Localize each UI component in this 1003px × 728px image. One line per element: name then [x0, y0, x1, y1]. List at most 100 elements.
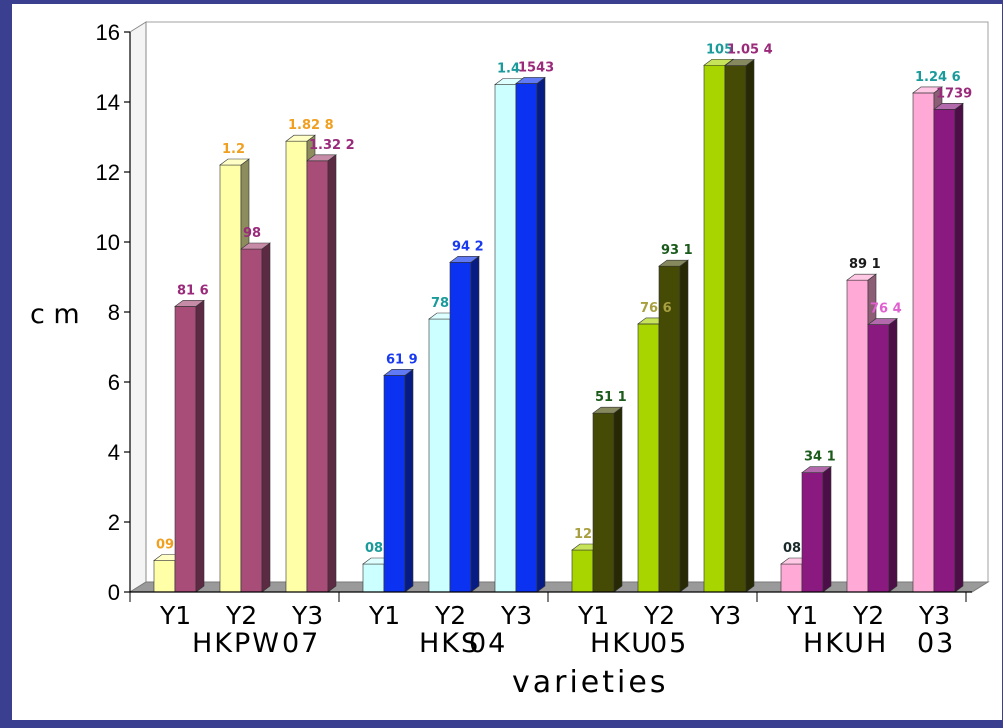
y-tick-label: 14: [96, 90, 120, 115]
data-label: 1.82 8: [288, 118, 334, 133]
bar-front: [285, 140, 308, 593]
bar-top: [724, 59, 755, 66]
y-tick-label: 2: [108, 510, 120, 535]
bar-front: [592, 412, 615, 593]
bar-side: [536, 76, 546, 593]
bar-side: [954, 102, 964, 593]
bar-top: [801, 466, 832, 473]
y-tick-label: 0: [108, 580, 120, 605]
bar: [306, 154, 337, 593]
x-category-label: Y1: [786, 601, 818, 630]
data-label: 1543: [518, 60, 554, 75]
bar-top: [867, 318, 898, 325]
bar-top: [174, 300, 205, 307]
bar-front: [846, 279, 869, 593]
x-group-label: 03: [917, 628, 955, 659]
y-tick-label: 16: [96, 20, 120, 45]
bar-front: [637, 323, 660, 593]
bar-top: [383, 369, 414, 376]
y-tick-label: 4: [108, 440, 120, 465]
data-labels: 09 81 6 1.2 98 1.82 8 1.32 2 08 61 9 78 94 2 1.415…: [156, 42, 972, 556]
y-tick-label: 8: [108, 300, 120, 325]
bar: [658, 259, 689, 593]
bar-front: [383, 375, 406, 593]
y-tick-label: 10: [96, 230, 120, 255]
data-label: 1.4: [497, 62, 520, 77]
data-label: 93 1: [661, 243, 693, 258]
bar-front: [240, 248, 263, 593]
side-wall: [129, 21, 147, 593]
x-category-label: Y2: [852, 601, 884, 630]
x-category-label: Y2: [643, 601, 675, 630]
bar-front: [571, 549, 594, 593]
bar-side: [327, 154, 337, 593]
bar-front: [912, 92, 935, 593]
data-label: 1739: [936, 86, 972, 101]
bar: [867, 318, 898, 593]
y-tick-label: 6: [108, 370, 120, 395]
chart-canvas: 0 2 4 6 8 10 12 14 16 09 81 6 1.2 98 1.82 8 1.32 2 08 6…: [12, 4, 1002, 720]
bar-top: [912, 86, 943, 94]
bar-front: [494, 84, 517, 593]
x-group-label: HKPW: [192, 628, 281, 659]
bar-side: [822, 466, 832, 593]
bar-side: [470, 255, 480, 593]
bar-top: [219, 158, 250, 166]
x-group-label: HKU: [590, 628, 653, 659]
bar-side: [613, 406, 623, 593]
bar-top: [592, 406, 623, 414]
data-label: 1.2: [222, 142, 245, 157]
x-category-label: Y3: [291, 601, 323, 630]
bar-side: [404, 368, 414, 593]
bar-top: [933, 103, 964, 110]
bar-top: [703, 58, 734, 66]
x-group-label: 04: [469, 628, 507, 659]
bar: [592, 406, 623, 593]
bar-front: [780, 563, 803, 593]
bar-top: [306, 154, 337, 162]
x-category-label: Y1: [368, 601, 400, 630]
bar-top: [658, 259, 689, 267]
bar-front: [428, 318, 451, 593]
bar-front: [219, 164, 242, 593]
data-label: 08: [783, 541, 801, 556]
data-label: 34 1: [804, 450, 836, 465]
bar-front: [801, 472, 824, 593]
bar-front: [153, 560, 176, 593]
data-label: 78: [431, 296, 449, 311]
bar-series: [153, 58, 964, 593]
data-label: 09: [156, 538, 174, 553]
bar-side: [679, 259, 689, 593]
x-category-label: Y3: [918, 601, 950, 630]
data-label: 94 2: [452, 239, 484, 254]
data-label: 89 1: [849, 257, 881, 272]
bar: [449, 255, 480, 593]
bar: [515, 76, 546, 593]
bar-front: [174, 306, 197, 593]
bar-top: [846, 273, 877, 281]
bar-front: [724, 65, 747, 593]
x-category-label: Y1: [577, 601, 609, 630]
x-group-label: HKUH: [803, 628, 888, 659]
bar-front: [306, 160, 329, 593]
bar-top: [449, 256, 480, 263]
bar: [724, 58, 755, 593]
y-tick-label: 12: [96, 160, 120, 185]
data-label: 08: [365, 541, 383, 556]
bar-top: [285, 134, 316, 142]
data-label: 1.32 2: [309, 138, 355, 153]
x-category-label: Y2: [434, 601, 466, 630]
data-label: 61 9: [386, 352, 418, 367]
x-category-label: Y3: [500, 601, 532, 630]
data-label: 81 6: [177, 283, 209, 298]
x-axis-label: varieties: [512, 665, 668, 700]
y-axis: 0 2 4 6 8 10 12 14 16: [96, 20, 131, 605]
bar-front: [867, 324, 890, 593]
bar-side: [195, 299, 205, 593]
bar-front: [933, 109, 956, 593]
bar-side: [888, 318, 898, 593]
data-label: 76 6: [640, 301, 672, 316]
bar: [933, 102, 964, 593]
bar-front: [449, 261, 472, 593]
